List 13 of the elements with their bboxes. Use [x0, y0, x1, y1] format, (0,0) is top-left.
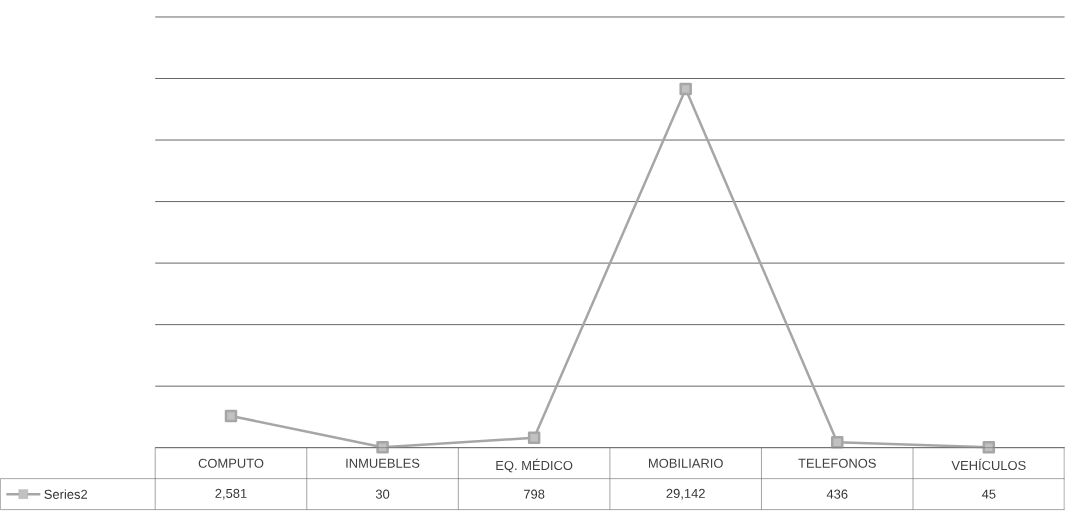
x-tick-label: EQ. MÉDICO — [496, 458, 573, 473]
x-tick-label: INMUEBLES — [346, 458, 420, 469]
data-label: 45 — [981, 489, 996, 499]
legend-label: Series2 — [44, 489, 88, 500]
x-tick-label: MOBILIARIO — [648, 458, 723, 469]
data-label: 2,581 — [215, 488, 247, 500]
x-tick-label: VEHÍCULOS — [951, 458, 1026, 471]
x-tick-label: TELEFONOS — [798, 458, 876, 469]
x-tick-label: COMPUTO — [198, 458, 264, 469]
data-label: 798 — [524, 489, 545, 499]
data-label: 436 — [826, 489, 848, 499]
data-label: 29,142 — [666, 488, 705, 500]
data-label: 30 — [375, 489, 390, 499]
